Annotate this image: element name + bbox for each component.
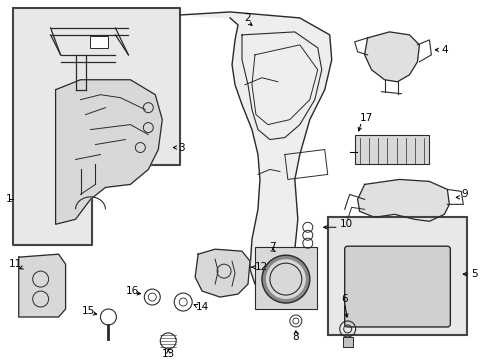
Text: 7: 7 [269, 242, 276, 252]
Text: 5: 5 [470, 269, 477, 279]
Text: 9: 9 [460, 189, 467, 199]
Polygon shape [19, 254, 65, 317]
Text: 15: 15 [81, 306, 95, 316]
Bar [354, 135, 428, 165]
Text: 8: 8 [292, 332, 299, 342]
Text: 13: 13 [162, 349, 175, 359]
Polygon shape [180, 12, 331, 284]
FancyBboxPatch shape [344, 246, 449, 327]
Text: 16: 16 [125, 286, 139, 296]
Text: 6: 6 [341, 294, 347, 304]
Text: 3: 3 [178, 143, 184, 153]
Text: 10: 10 [339, 219, 352, 229]
Text: 4: 4 [441, 45, 447, 55]
Polygon shape [364, 32, 419, 82]
Text: 1: 1 [6, 194, 12, 204]
Bar [254, 247, 316, 309]
Bar [342, 337, 352, 347]
Text: 17: 17 [359, 113, 372, 123]
Text: 12: 12 [254, 262, 267, 272]
Polygon shape [195, 249, 249, 297]
Circle shape [262, 255, 309, 303]
Bar [90, 36, 108, 48]
Polygon shape [13, 8, 180, 245]
Text: 11: 11 [9, 259, 22, 269]
Text: 14: 14 [196, 302, 209, 312]
Circle shape [265, 259, 305, 299]
Polygon shape [357, 179, 448, 221]
Text: 2: 2 [244, 13, 251, 23]
Bar [327, 217, 467, 335]
Polygon shape [56, 80, 162, 224]
